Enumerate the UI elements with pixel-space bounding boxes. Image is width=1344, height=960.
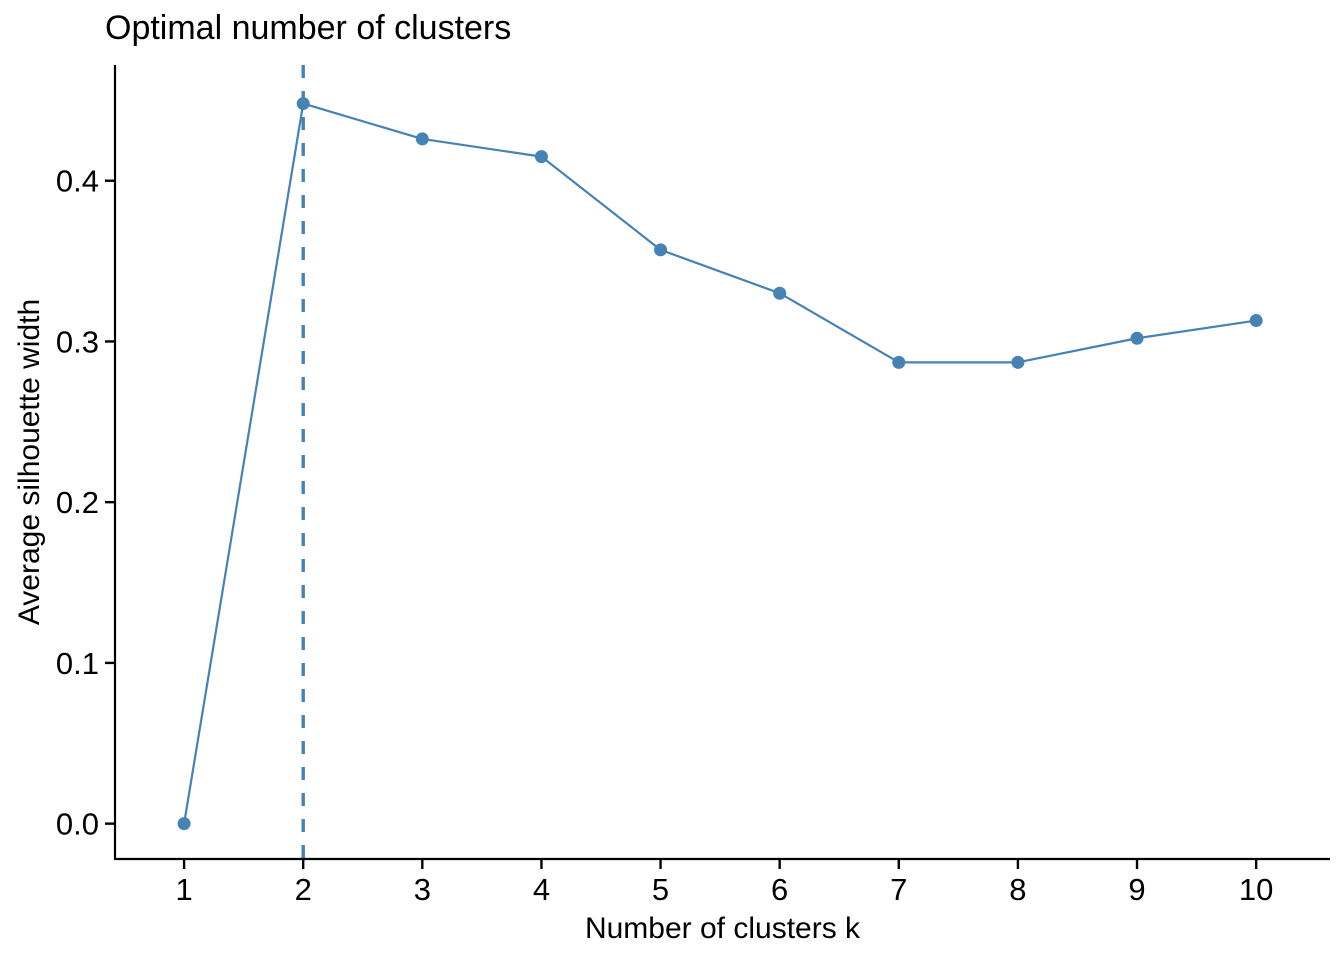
data-point-k5[interactable]	[654, 243, 668, 257]
x-tick-label: 5	[652, 872, 669, 907]
data-point-k2[interactable]	[296, 97, 310, 111]
silhouette-line	[183, 102, 1257, 824]
data-point-k10[interactable]	[1249, 314, 1263, 328]
x-tick-label: 7	[890, 872, 907, 907]
chart-title: Optimal number of clusters	[105, 9, 512, 47]
x-tick-label: 3	[414, 872, 431, 907]
x-tick-label: 1	[175, 872, 192, 907]
data-point-k7[interactable]	[892, 355, 906, 369]
data-point-k6[interactable]	[773, 286, 787, 300]
x-tick-label: 6	[771, 872, 788, 907]
y-tick-label: 0.2	[56, 485, 99, 520]
y-tick-label: 0.4	[56, 164, 99, 199]
x-tick-label: 10	[1239, 872, 1273, 907]
data-point-k1[interactable]	[177, 817, 191, 831]
x-tick-label: 2	[295, 872, 312, 907]
x-tick-label: 4	[533, 872, 550, 907]
x-axis-title: Number of clusters k	[584, 912, 861, 945]
y-tick-label: 0.1	[56, 646, 99, 681]
data-point-k3[interactable]	[415, 132, 429, 146]
data-point-k4[interactable]	[534, 150, 548, 164]
data-point-k8[interactable]	[1011, 355, 1025, 369]
y-axis-title: Average silhouette width	[13, 298, 46, 626]
data-point-k9[interactable]	[1130, 331, 1144, 345]
x-tick-label: 8	[1009, 872, 1026, 907]
y-tick-label: 0.0	[56, 807, 99, 842]
x-tick-label: 9	[1128, 872, 1145, 907]
y-tick-label: 0.3	[56, 324, 99, 359]
